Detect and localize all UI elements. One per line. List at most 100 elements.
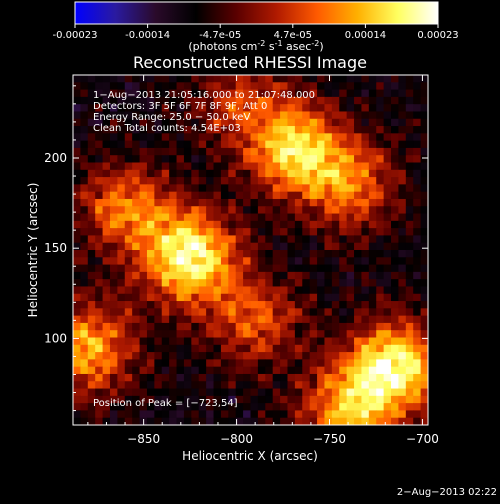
heatmap-cell bbox=[346, 308, 355, 317]
heatmap-cell bbox=[361, 359, 370, 368]
heatmap-cell bbox=[250, 293, 259, 302]
heatmap-cell bbox=[95, 126, 104, 134]
heatmap-cell bbox=[169, 352, 178, 360]
heatmap-cell bbox=[146, 410, 155, 419]
heatmap-cell bbox=[294, 104, 303, 112]
heatmap-cell bbox=[169, 104, 178, 112]
heatmap-cell bbox=[243, 140, 251, 149]
heatmap-cell bbox=[398, 271, 407, 280]
heatmap-cell bbox=[191, 82, 200, 91]
heatmap-cell bbox=[220, 359, 229, 368]
heatmap-cell bbox=[302, 352, 311, 360]
heatmap-cell bbox=[95, 75, 104, 83]
heatmap-cell bbox=[383, 155, 392, 163]
heatmap-cell bbox=[146, 257, 155, 266]
heatmap-cell bbox=[272, 264, 281, 273]
heatmap-cell bbox=[361, 133, 370, 142]
heatmap-cell bbox=[124, 89, 133, 98]
heatmap-cell bbox=[309, 89, 318, 98]
heatmap-cell bbox=[206, 169, 215, 178]
heatmap-cell bbox=[191, 359, 200, 368]
colorbar-tick-label: 0.00023 bbox=[417, 30, 458, 41]
heatmap-cell bbox=[176, 133, 185, 142]
heatmap-cell bbox=[87, 169, 96, 178]
heatmap-cell bbox=[213, 388, 222, 397]
heatmap-cell bbox=[368, 206, 377, 215]
heatmap-cell bbox=[213, 82, 222, 91]
heatmap-cell bbox=[346, 75, 355, 83]
heatmap-cell bbox=[346, 337, 355, 346]
heatmap-cell bbox=[198, 228, 207, 236]
heatmap-cell bbox=[368, 104, 377, 112]
heatmap-cell bbox=[191, 133, 200, 142]
heatmap-cell bbox=[265, 126, 274, 134]
heatmap-cell bbox=[228, 104, 237, 112]
heatmap-cell bbox=[302, 242, 311, 251]
heatmap-cell bbox=[169, 301, 178, 309]
heatmap-cell bbox=[213, 147, 222, 156]
heatmap-cell bbox=[368, 235, 377, 244]
heatmap-cell bbox=[354, 293, 362, 302]
heatmap-cell bbox=[346, 111, 355, 120]
heatmap-cell bbox=[309, 417, 318, 426]
heatmap-cell bbox=[376, 337, 385, 346]
heatmap-cell bbox=[391, 257, 399, 266]
heatmap-cell bbox=[391, 330, 399, 338]
heatmap-cell bbox=[117, 206, 126, 215]
heatmap-cell bbox=[220, 381, 229, 390]
heatmap-cell bbox=[413, 286, 422, 295]
heatmap-cell bbox=[154, 206, 163, 215]
heatmap-cell bbox=[235, 403, 244, 411]
heatmap-cell bbox=[257, 271, 266, 280]
heatmap-cell bbox=[139, 191, 148, 200]
heatmap-cell bbox=[235, 366, 244, 375]
heatmap-cell bbox=[80, 133, 89, 142]
heatmap-cell bbox=[206, 155, 215, 163]
heatmap-cell bbox=[117, 118, 126, 127]
heatmap-cell bbox=[169, 177, 178, 185]
heatmap-cell bbox=[383, 286, 392, 295]
heatmap-cell bbox=[154, 293, 163, 302]
heatmap-cell bbox=[191, 184, 200, 193]
heatmap-cell bbox=[339, 388, 348, 397]
heatmap-cell bbox=[287, 126, 296, 134]
heatmap-cell bbox=[191, 322, 200, 331]
heatmap-cell bbox=[383, 147, 392, 156]
heatmap-cell bbox=[265, 388, 274, 397]
heatmap-cell bbox=[169, 75, 178, 83]
heatmap-cell bbox=[220, 235, 229, 244]
heatmap-cell bbox=[213, 322, 222, 331]
heatmap-cell bbox=[405, 293, 414, 302]
heatmap-cell bbox=[146, 381, 155, 390]
heatmap-cell bbox=[405, 140, 414, 149]
heatmap-cell bbox=[124, 191, 133, 200]
heatmap-cell bbox=[220, 169, 229, 178]
heatmap-cell bbox=[87, 286, 96, 295]
heatmap-cell bbox=[368, 111, 377, 120]
heatmap-cell bbox=[294, 191, 303, 200]
heatmap-cell bbox=[87, 264, 96, 273]
heatmap-cell bbox=[102, 359, 111, 368]
heatmap-cell bbox=[302, 301, 311, 309]
heatmap-cell bbox=[420, 147, 429, 156]
heatmap-cell bbox=[183, 381, 192, 390]
heatmap-cell bbox=[206, 82, 215, 91]
heatmap-cell bbox=[228, 264, 237, 273]
heatmap-cell bbox=[280, 410, 288, 419]
heatmap-cell bbox=[206, 381, 215, 390]
heatmap-cell bbox=[80, 177, 89, 185]
heatmap-cell bbox=[80, 140, 89, 149]
heatmap-cell bbox=[146, 395, 155, 404]
heatmap-cell bbox=[317, 118, 325, 127]
heatmap-cell bbox=[146, 352, 155, 360]
heatmap-cell bbox=[368, 82, 377, 91]
heatmap-cell bbox=[398, 410, 407, 419]
heatmap-cell bbox=[87, 250, 96, 258]
heatmap-cell bbox=[391, 373, 399, 382]
heatmap-cell bbox=[302, 169, 311, 178]
heatmap-cell bbox=[265, 184, 274, 193]
heatmap-cell bbox=[339, 89, 348, 98]
heatmap-cell bbox=[80, 337, 89, 346]
heatmap-cell bbox=[87, 213, 96, 222]
